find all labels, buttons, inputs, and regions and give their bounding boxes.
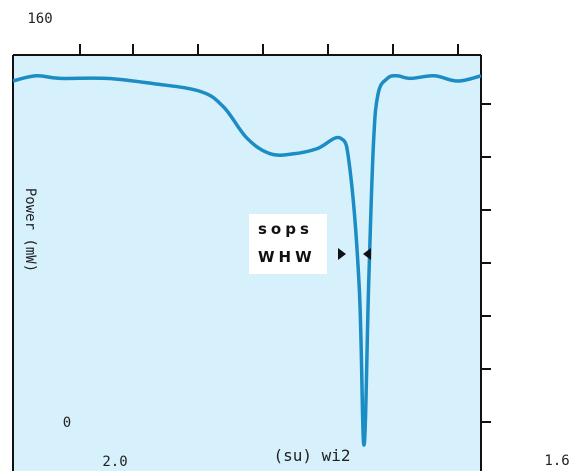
fwhm-arrow-right	[363, 248, 371, 260]
ticks	[79, 44, 491, 423]
corner-label-bottom-left: 0	[63, 415, 71, 431]
corner-label-bottom-right: 1.6	[544, 453, 569, 469]
plot-background	[13, 55, 481, 471]
annotation-line1: sops	[258, 220, 313, 238]
annotation-line2: WHW	[258, 248, 316, 266]
annotation-box	[249, 214, 327, 274]
x-axis-label: (su) wi2	[273, 446, 350, 465]
y-axis-label: Power (mW)	[22, 188, 38, 272]
x-tick-label-bottom: 2.0	[102, 454, 127, 470]
corner-label-top-left: 160	[27, 11, 52, 27]
fwhm-arrow-left	[338, 248, 346, 260]
series-line	[12, 73, 482, 447]
